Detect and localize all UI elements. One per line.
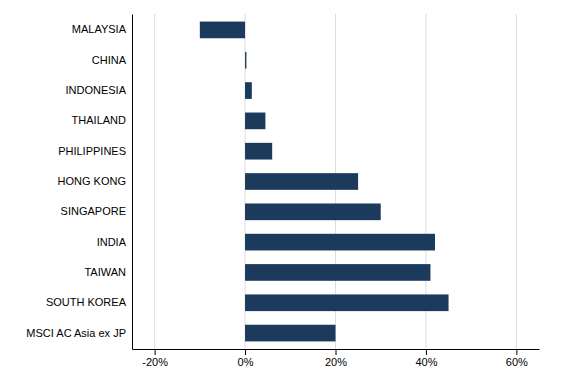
- tick-mark: [245, 349, 246, 355]
- tick: 0%: [238, 349, 254, 368]
- category-axis: MALAYSIA CHINA INDONESIA THAILAND PHILIPPINE…: [26, 15, 132, 350]
- tick-label: MSCI AC Asia ex JP: [26, 327, 126, 339]
- bar: [245, 113, 265, 130]
- grid-line: [516, 14, 517, 349]
- bar: [200, 22, 245, 39]
- bar: [245, 143, 272, 160]
- tick-label: INDONESIA: [65, 84, 126, 96]
- tick: 40%: [415, 349, 437, 368]
- bars: [200, 22, 449, 342]
- tick: INDIA: [97, 236, 132, 248]
- bar: [245, 234, 435, 251]
- value-axis: -20% 0% 20% 40% 60%: [133, 349, 540, 368]
- tick-mark: [426, 349, 427, 355]
- tick-mark: [516, 349, 517, 355]
- tick-label: MALAYSIA: [72, 23, 127, 35]
- tick: TAIWAN: [84, 266, 132, 278]
- tick: SINGAPORE: [61, 205, 132, 217]
- grid: [155, 14, 517, 349]
- bar: [245, 52, 246, 69]
- bar: [245, 173, 358, 190]
- tick: MSCI AC Asia ex JP: [26, 327, 132, 339]
- tick-label: -20%: [142, 356, 168, 368]
- bar: [245, 264, 430, 281]
- tick-label: 60%: [506, 356, 528, 368]
- tick: 20%: [325, 349, 347, 368]
- bar: [245, 82, 252, 99]
- tick-label: 0%: [238, 356, 254, 368]
- tick-label: TAIWAN: [84, 266, 126, 278]
- chart: -20% 0% 20% 40% 60% MALAYSIA CHINA INDONESIA THA…: [0, 0, 561, 379]
- bar: [245, 294, 448, 311]
- tick-label: CHINA: [92, 54, 127, 66]
- tick-label: SOUTH KOREA: [46, 296, 127, 308]
- tick-label: SINGAPORE: [61, 205, 126, 217]
- tick-label: HONG KONG: [58, 175, 126, 187]
- tick: THAILAND: [72, 114, 132, 126]
- tick: CHINA: [92, 54, 132, 66]
- tick: HONG KONG: [58, 175, 132, 187]
- tick-label: PHILIPPINES: [58, 145, 126, 157]
- tick-mark: [155, 349, 156, 355]
- plot: -20% 0% 20% 40% 60% MALAYSIA CHINA INDONESIA THA…: [26, 14, 539, 368]
- tick: 60%: [506, 349, 528, 368]
- tick-label: 40%: [415, 356, 437, 368]
- tick-label: THAILAND: [72, 114, 126, 126]
- tick: PHILIPPINES: [58, 145, 132, 157]
- bar: [245, 203, 381, 220]
- tick-label: INDIA: [97, 236, 127, 248]
- grid-line: [154, 14, 155, 349]
- tick-mark: [336, 349, 337, 355]
- tick: MALAYSIA: [72, 23, 132, 35]
- tick: -20%: [142, 349, 168, 368]
- tick: INDONESIA: [65, 84, 132, 96]
- tick: SOUTH KOREA: [46, 296, 132, 308]
- axis-line: [132, 15, 133, 350]
- bar: [245, 325, 335, 342]
- tick-label: 20%: [325, 356, 347, 368]
